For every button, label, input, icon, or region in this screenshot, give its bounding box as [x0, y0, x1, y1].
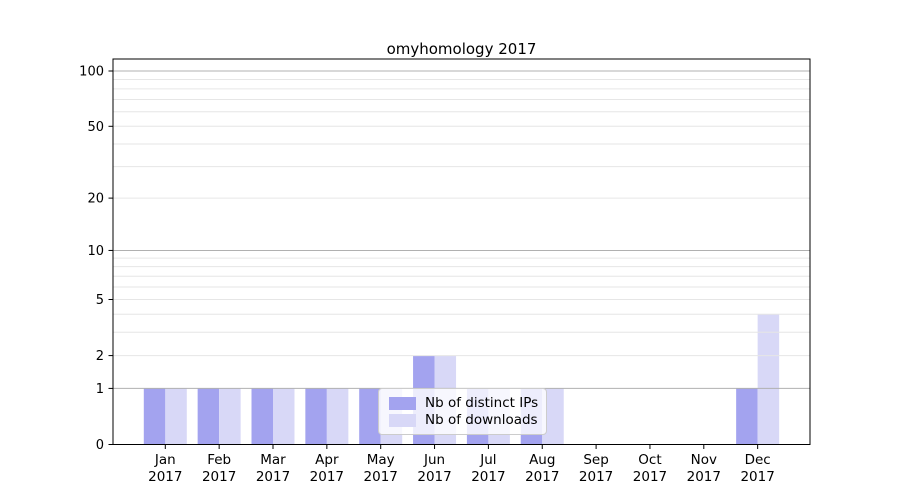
- y-tick-label: 20: [87, 192, 104, 207]
- x-tick-label-month: Sep: [583, 452, 608, 468]
- bar-downloads: [273, 388, 295, 445]
- x-tick-label-year: 2017: [148, 469, 182, 485]
- x-tick-label-year: 2017: [256, 469, 290, 485]
- y-tick-label: 2: [96, 349, 104, 364]
- legend-swatch-distinct-ips-icon: [389, 397, 416, 410]
- y-tick-label: 100: [79, 65, 104, 80]
- x-tick-label-year: 2017: [687, 469, 721, 485]
- bar-distinct-ips: [305, 388, 327, 445]
- x-tick-label-month: Mar: [260, 452, 286, 468]
- legend-item-distinct-ips: Nb of distinct IPs: [389, 395, 539, 411]
- bar-distinct-ips: [736, 388, 758, 445]
- x-tick-label-month: Jun: [423, 452, 445, 468]
- legend-label-downloads: Nb of downloads: [425, 412, 538, 428]
- x-tick-label-month: Apr: [315, 452, 339, 468]
- bar-distinct-ips: [197, 388, 220, 445]
- x-tick-label-month: Dec: [745, 452, 771, 468]
- x-tick-label-year: 2017: [310, 469, 344, 485]
- x-tick-label-year: 2017: [525, 469, 559, 485]
- x-tick-label-month: Jan: [154, 452, 176, 468]
- bar-distinct-ips: [359, 388, 381, 445]
- bar-downloads: [326, 388, 349, 445]
- y-tick-label: 10: [87, 244, 104, 259]
- x-tick-label-year: 2017: [471, 469, 505, 485]
- x-tick-label-month: Aug: [529, 452, 555, 468]
- bar-downloads: [542, 388, 564, 445]
- legend-swatch-downloads-icon: [389, 414, 416, 427]
- y-tick-label: 50: [87, 120, 104, 135]
- legend-label-distinct-ips: Nb of distinct IPs: [425, 395, 539, 411]
- legend-item-downloads: Nb of downloads: [389, 412, 538, 428]
- bar-downloads: [757, 314, 780, 445]
- bar-downloads: [165, 388, 187, 445]
- x-tick-label-month: Oct: [638, 452, 661, 468]
- x-tick-label-month: Jul: [479, 452, 496, 468]
- bar-downloads: [219, 388, 241, 445]
- bar-distinct-ips: [143, 388, 166, 445]
- y-tick-label: 5: [96, 293, 104, 308]
- y-tick-label: 0: [96, 438, 104, 453]
- x-tick-label-month: Nov: [691, 452, 717, 468]
- plot-border: [112, 58, 811, 445]
- x-tick-label-year: 2017: [740, 469, 774, 485]
- x-tick-label-year: 2017: [417, 469, 451, 485]
- y-tick-label: 1: [96, 382, 104, 397]
- chart-title: omyhomology 2017: [386, 40, 537, 58]
- x-tick-label-year: 2017: [633, 469, 667, 485]
- x-tick-label-month: Feb: [207, 452, 231, 468]
- bar-distinct-ips: [251, 388, 273, 445]
- x-tick-label-year: 2017: [202, 469, 236, 485]
- legend: Nb of distinct IPs Nb of downloads: [378, 388, 547, 435]
- x-tick-label-year: 2017: [364, 469, 398, 485]
- x-tick-label-month: May: [367, 452, 395, 468]
- x-tick-label-year: 2017: [579, 469, 613, 485]
